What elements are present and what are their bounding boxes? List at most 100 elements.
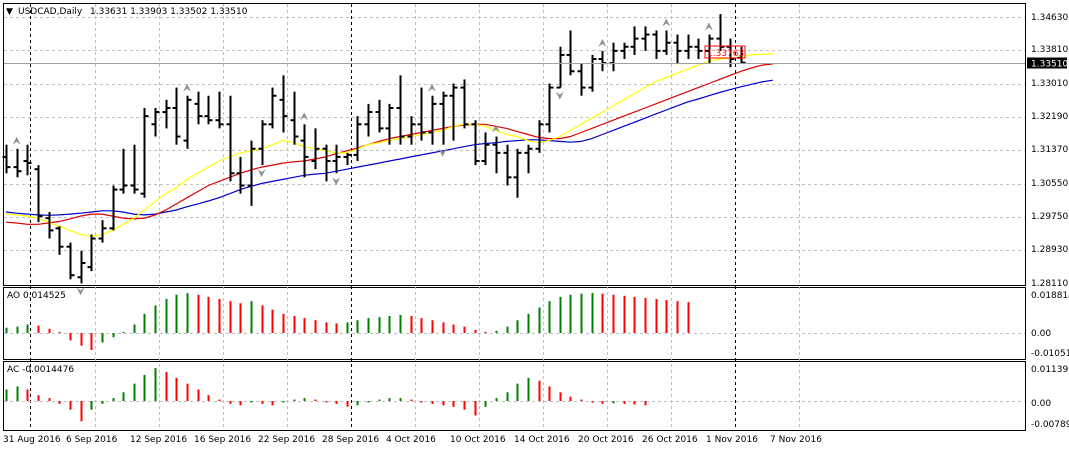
ohlc-bar	[684, 34, 693, 60]
ohlc-bar	[300, 124, 309, 178]
ohlc-bar	[439, 91, 448, 145]
ohlc-bar	[119, 148, 128, 194]
ohlc-bar	[130, 144, 139, 194]
ohlc-bar	[77, 250, 86, 284]
ohlc-bar	[460, 79, 469, 129]
x-tick: 20 Oct 2016	[578, 435, 634, 445]
x-tick: 31 Aug 2016	[3, 435, 61, 445]
ao-y-axis: 0.018814 0.00 -0.010512	[1031, 291, 1069, 359]
ac-title: AC -0.0014476	[7, 365, 74, 375]
price-tick: 1.28930	[1031, 245, 1068, 255]
price-tick: 1.29750	[1031, 212, 1068, 222]
price-box[interactable]	[704, 45, 746, 59]
ohlc-bar	[726, 38, 735, 68]
fractal-markers	[12, 18, 713, 296]
ohlc-bar	[481, 132, 490, 166]
x-tick: 10 Oct 2016	[450, 435, 506, 445]
ohlc-bar	[375, 99, 384, 133]
ao-tick: 0.018814	[1031, 291, 1069, 301]
ohlc-bar	[620, 42, 629, 60]
ohlc-bar	[204, 95, 213, 125]
price-panel-frame	[3, 3, 1026, 286]
x-tick: 1 Nov 2016	[706, 435, 758, 445]
x-tick: 16 Sep 2016	[194, 435, 251, 445]
ohlc-bar	[471, 120, 480, 166]
ohlc-bar	[140, 107, 149, 198]
ohlc-bar	[55, 226, 64, 255]
ac-tick: 0.011399	[1031, 365, 1069, 375]
ohlc-bar	[545, 83, 554, 133]
fractal-down-icon	[555, 91, 564, 100]
ohlc-bar	[652, 30, 661, 60]
x-tick: 22 Sep 2016	[258, 435, 315, 445]
ohlc-bar	[236, 156, 245, 194]
ohlc-bar	[258, 120, 267, 166]
ao-histogram	[5, 293, 690, 351]
ohlc-bar	[556, 46, 565, 89]
ohlc-bar	[279, 75, 288, 133]
fractal-up-icon	[491, 124, 500, 133]
ao-tick: 0.00	[1031, 329, 1051, 339]
price-box-label: 1.33763	[707, 49, 744, 59]
ohlc-bar	[151, 107, 160, 137]
ac-tick: -0.007891	[1031, 420, 1069, 430]
ohlc-bar	[716, 14, 725, 51]
ohlc-bar	[503, 144, 512, 186]
ohlc-bar	[247, 140, 256, 206]
fractal-down-icon	[257, 169, 266, 178]
fractal-up-icon	[662, 18, 671, 27]
x-tick: 12 Sep 2016	[130, 435, 187, 445]
price-bars	[2, 14, 746, 284]
price-y-axis: 1.34630 1.33810 1.33010 1.32190 1.31370 …	[1031, 13, 1068, 289]
fractal-down-icon	[76, 287, 85, 296]
ohlc-bar	[513, 148, 522, 198]
ohlc-bar	[34, 165, 43, 223]
ohlc-label: 1.33631 1.33903 1.33502 1.33510	[90, 7, 248, 17]
ohlc-bar	[396, 75, 405, 145]
ohlc-bar	[162, 99, 171, 129]
ma-slow-line	[5, 79, 773, 216]
price-tick: 1.30550	[1031, 179, 1068, 189]
fractal-up-icon	[598, 38, 607, 47]
x-axis: 31 Aug 2016 6 Sep 2016 12 Sep 2016 16 Se…	[3, 435, 822, 445]
price-tick: 1.34630	[1031, 13, 1068, 23]
price-tick: 1.33810	[1031, 45, 1068, 55]
header-arrow-icon[interactable]: ▼	[6, 7, 13, 17]
fractal-up-icon	[300, 112, 309, 121]
fractal-up-icon	[12, 136, 21, 145]
x-tick: 7 Nov 2016	[770, 435, 822, 445]
ohlc-bar	[45, 212, 54, 239]
ohlc-bar	[98, 220, 107, 243]
price-tick: 1.31370	[1031, 145, 1068, 155]
ohlc-bar	[226, 95, 235, 182]
ohlc-bar	[2, 144, 11, 174]
ohlc-bar	[641, 26, 650, 51]
ohlc-bar	[194, 91, 203, 125]
ohlc-bar	[694, 38, 703, 60]
price-tick: 1.33010	[1031, 79, 1068, 89]
ohlc-bar	[311, 128, 320, 170]
current-price-box	[1027, 57, 1067, 69]
ao-title: AO 0.014525	[7, 291, 66, 301]
symbol-label: USDCAD,Daily	[18, 7, 83, 17]
ohlc-bar	[66, 242, 75, 280]
grid-lines	[4, 4, 1025, 430]
ohlc-bar	[566, 30, 575, 76]
ohlc-bar	[183, 95, 192, 149]
current-price-label: 1.33510	[1031, 60, 1068, 70]
ohlc-bar	[13, 148, 22, 178]
fractal-down-icon	[332, 177, 341, 186]
ohlc-bar	[588, 54, 597, 92]
ohlc-bar	[172, 87, 181, 145]
ac-tick: 0.00	[1031, 399, 1051, 409]
ohlc-bar	[23, 144, 32, 176]
ohlc-bar	[428, 95, 437, 145]
fractal-down-icon	[438, 148, 447, 157]
ohlc-bar	[290, 91, 299, 145]
ohlc-bar	[524, 144, 533, 174]
fractal-up-icon	[183, 83, 192, 92]
ohlc-bar	[364, 103, 373, 137]
ac-histogram	[5, 367, 647, 422]
ohlc-bar	[385, 103, 394, 145]
